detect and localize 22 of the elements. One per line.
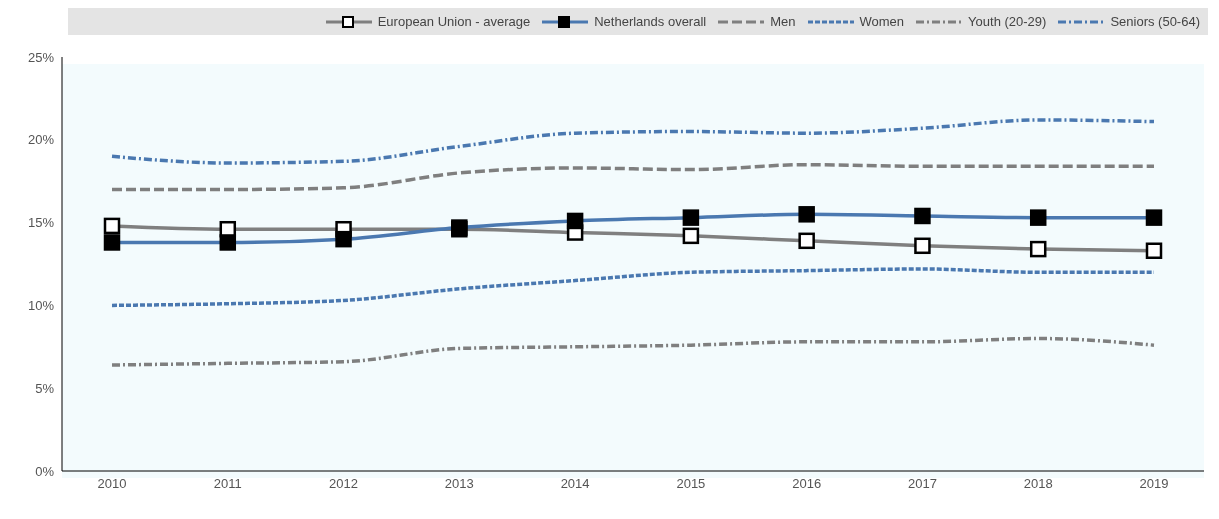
- x-tick-label: 2015: [676, 476, 706, 492]
- y-tick-label: 25%: [27, 49, 55, 65]
- y-tick-label: 0%: [35, 463, 55, 479]
- x-tick-label: 2011: [213, 476, 242, 492]
- y-tick-label: 5%: [35, 380, 55, 396]
- x-tick-label: 2013: [444, 476, 474, 492]
- x-tick-label: 2019: [1139, 476, 1169, 492]
- y-tick-label: 15%: [27, 215, 55, 231]
- legend-label: European Union - average: [377, 14, 531, 29]
- legend-label: Netherlands overall: [594, 14, 707, 29]
- x-tick-label: 2017: [907, 476, 937, 492]
- x-tick-label: 2018: [1023, 476, 1053, 492]
- legend-label: Women: [859, 14, 905, 29]
- legend-label: Youth (20-29): [968, 14, 1047, 29]
- y-tick-label: 10%: [27, 298, 55, 314]
- y-tick-label: 20%: [27, 132, 55, 148]
- legend-label: Men: [770, 14, 796, 29]
- x-tick-label: 2012: [329, 476, 359, 492]
- x-tick-label: 2016: [792, 476, 822, 492]
- x-tick-label: 2014: [560, 476, 590, 492]
- x-tick-label: 2010: [97, 476, 127, 492]
- legend-label: Seniors (50-64): [1110, 14, 1200, 29]
